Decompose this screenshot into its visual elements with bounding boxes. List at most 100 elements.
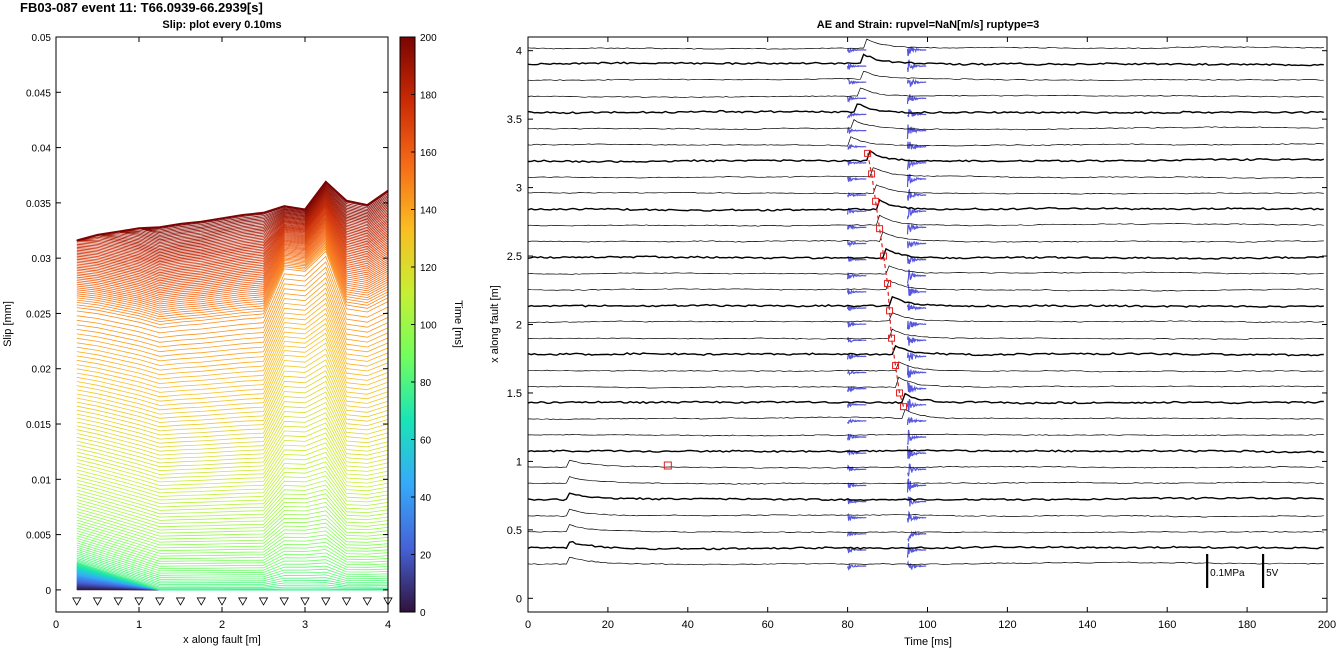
slip-curve (76, 550, 388, 578)
slip-curve (76, 370, 388, 432)
ae-burst (847, 191, 867, 198)
y-tick-label: 0.04 (32, 144, 52, 155)
y-tick-label: 4 (516, 46, 522, 58)
slip-curve (76, 198, 388, 254)
slip-curve (76, 544, 388, 572)
sensor-marker (92, 597, 103, 606)
ae-burst (906, 255, 927, 265)
rupture-point (884, 279, 892, 287)
y-tick-label: 0.035 (26, 199, 51, 210)
slip-curve (76, 479, 388, 515)
slip-curve (76, 225, 388, 292)
y-tick-label: 3 (516, 183, 522, 195)
slip-y-label: Slip [mm] (2, 301, 14, 347)
ae-burst (906, 559, 927, 570)
ae-burst (906, 320, 927, 331)
x-tick-label: 120 (998, 619, 1016, 631)
slip-curve (76, 312, 388, 385)
slip-curve (76, 212, 388, 274)
strain-trace (528, 149, 1324, 164)
y-tick-label: 0.005 (26, 531, 51, 542)
slip-curve (76, 193, 388, 246)
slip-curve (76, 195, 388, 249)
ae-burst (847, 63, 867, 71)
ae-burst (847, 482, 867, 489)
slip-curve (76, 232, 388, 303)
slip-curve (76, 239, 388, 313)
slip-curve (76, 493, 388, 525)
sensor-marker (362, 597, 372, 606)
ae-burst (906, 173, 927, 188)
rupture-point (900, 403, 908, 411)
rupture-front (864, 149, 908, 411)
strain-trace (528, 103, 1324, 115)
slip-curve (76, 210, 388, 270)
ae-burst (847, 48, 867, 54)
rupture-point (880, 252, 888, 260)
slip-curve (76, 401, 388, 456)
sensor-marker (238, 597, 248, 606)
slip-curve (76, 217, 388, 280)
slip-curve (76, 236, 388, 309)
slip-curve (76, 255, 388, 334)
strain-trace (528, 361, 1324, 373)
y-tick-label: 0.025 (26, 309, 51, 320)
slip-curve (76, 522, 388, 549)
slip-curve (76, 516, 388, 543)
slip-curve (76, 546, 388, 574)
strain-trace (528, 540, 1324, 551)
slip-curve (76, 246, 388, 323)
slip-curve (76, 180, 388, 242)
slip-curve (76, 266, 388, 343)
scale-bar-label: 0.1MPa (1210, 568, 1245, 579)
ae-burst (906, 365, 927, 378)
scale-bar-label: 5V (1266, 568, 1279, 579)
y-tick-label: 0.01 (32, 475, 52, 486)
ae-burst (847, 160, 867, 166)
strain-trace (528, 328, 1324, 340)
colorbar-tick-label: 20 (420, 551, 432, 562)
slip-curve (76, 537, 388, 565)
slip-curve (76, 540, 388, 567)
slip-curve (76, 432, 388, 479)
slip-curve (76, 322, 388, 393)
strain-trace (528, 214, 1324, 227)
strain-trace (528, 87, 1324, 98)
slip-curve (76, 302, 388, 376)
slip-curve (76, 510, 388, 537)
scale-bars: 0.1MPa 5V (1206, 554, 1279, 588)
strain-trace (528, 476, 1324, 485)
colorbar-tick-label: 0 (420, 608, 426, 619)
sensor-markers (72, 597, 393, 606)
rupture-point (892, 362, 900, 370)
ae-burst (906, 223, 927, 235)
slip-curve (76, 228, 388, 297)
slip-curve (76, 391, 388, 448)
strain-trace (528, 459, 1324, 469)
sensor-marker (300, 597, 310, 606)
sensor-marker (279, 597, 289, 606)
y-tick-label: 0.05 (32, 33, 52, 44)
colorbar-tick-label: 140 (420, 206, 437, 217)
slip-curve (76, 242, 388, 318)
ae-burst (906, 463, 927, 477)
slip-curve (76, 221, 388, 287)
strain-trace (528, 119, 1324, 131)
rupture-point (876, 225, 884, 233)
strain-trace (528, 508, 1324, 518)
x-tick-label: 140 (1078, 619, 1096, 631)
ae-burst (847, 512, 867, 522)
ae-burst (847, 78, 867, 86)
x-tick-label: 0 (525, 619, 531, 631)
strain-trace (528, 433, 1324, 437)
ae-burst (847, 563, 867, 571)
slip-curve (76, 442, 388, 487)
slip-curve (76, 348, 388, 415)
ae-burst (906, 416, 927, 425)
y-tick-label: 0.03 (32, 254, 52, 265)
slip-curve (76, 226, 388, 294)
slip-curve (76, 271, 388, 348)
ae-burst (847, 320, 867, 328)
y-tick-label: 0.02 (32, 365, 52, 376)
ae-burst (847, 126, 867, 135)
